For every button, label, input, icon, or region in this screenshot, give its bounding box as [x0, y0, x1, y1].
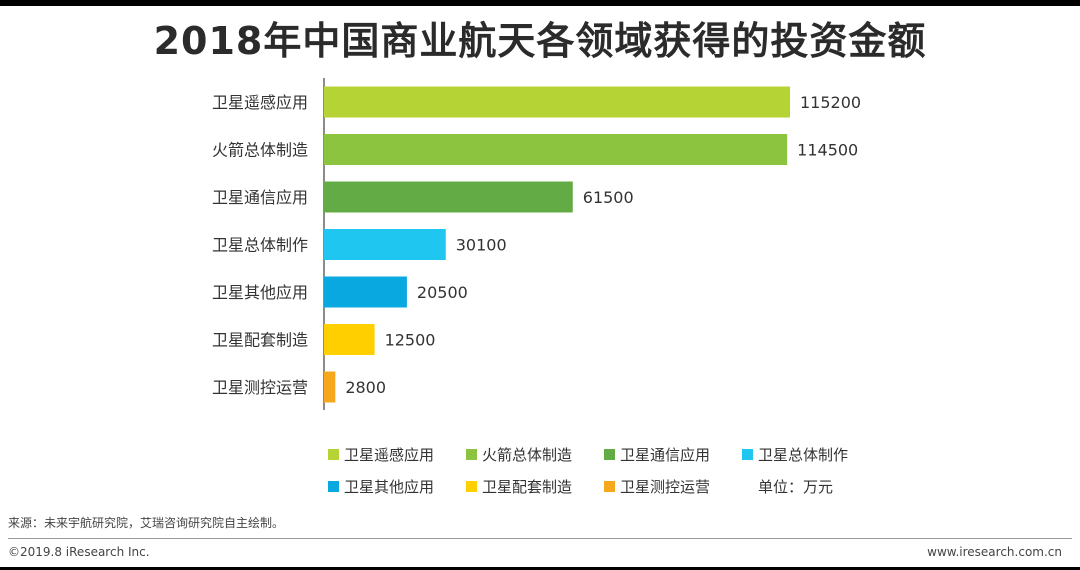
category-label: 火箭总体制造	[212, 141, 308, 160]
copyright-text: ©2019.8 iResearch Inc.	[8, 545, 150, 559]
category-label: 卫星测控运营	[212, 378, 308, 397]
legend-swatch	[328, 480, 339, 492]
unit-label: 单位：万元	[758, 477, 834, 496]
legend-swatch	[466, 480, 477, 492]
bar-chart: 卫星遥感应用 115200 火箭总体制造 114500 卫星通信应用 61500 卫星总体制…	[212, 78, 861, 410]
category-label: 卫星其他应用	[212, 283, 308, 302]
bar	[324, 324, 375, 355]
legend-item: 卫星通信应用	[604, 444, 742, 464]
footer-divider	[8, 538, 1072, 539]
legend-swatch	[604, 448, 615, 460]
legend-item: 卫星遥感应用	[328, 444, 466, 464]
legend-label: 卫星配套制造	[482, 477, 573, 496]
legend-swatch	[604, 480, 615, 492]
bar	[324, 276, 407, 308]
chart-legend: 卫星遥感应用 火箭总体制造 卫星通信应用 卫星总体制作卫星其他应用 卫星配套制造 卫星测控…	[328, 444, 888, 496]
bar-value-label: 61500	[583, 188, 634, 207]
bar-value-label: 2800	[345, 378, 386, 397]
legend-swatch	[328, 448, 339, 460]
legend-swatch	[742, 448, 753, 460]
category-label: 卫星配套制造	[212, 331, 308, 350]
bar-value-label: 114500	[797, 141, 858, 160]
bar-value-label: 30100	[456, 236, 507, 255]
category-label: 卫星通信应用	[212, 188, 308, 207]
bar	[324, 86, 790, 118]
top-frame-bar	[0, 0, 1080, 6]
source-note: 来源：未来宇航研究院，艾瑞咨询研究院自主绘制。	[8, 516, 285, 530]
bar	[324, 134, 788, 165]
legend-label: 卫星遥感应用	[344, 445, 435, 464]
chart-title: 2018年中国商业航天各领域获得的投资金额	[153, 19, 927, 63]
category-label: 卫星总体制作	[212, 236, 308, 255]
bar-value-label: 20500	[417, 283, 468, 302]
website-link[interactable]: www.iresearch.com.cn	[927, 545, 1062, 559]
legend-item: 卫星其他应用	[328, 476, 466, 496]
legend-label: 卫星测控运营	[620, 477, 711, 496]
bar-value-label: 115200	[800, 93, 861, 112]
bottom-frame-bar	[0, 567, 1080, 570]
bar	[324, 371, 336, 403]
category-label: 卫星遥感应用	[212, 93, 308, 112]
legend-swatch	[466, 448, 477, 460]
legend-label: 卫星其他应用	[344, 477, 435, 496]
bar-value-label: 12500	[385, 331, 436, 350]
legend-item: 火箭总体制造	[466, 444, 604, 464]
bar	[324, 229, 446, 260]
legend-label: 卫星通信应用	[620, 445, 711, 464]
legend-item: 卫星总体制作	[742, 444, 882, 464]
legend-item: 卫星测控运营	[604, 476, 742, 496]
legend-item: 卫星配套制造	[466, 476, 604, 496]
legend-label: 火箭总体制造	[482, 445, 573, 464]
bar	[324, 181, 573, 213]
legend-label: 卫星总体制作	[758, 445, 849, 464]
